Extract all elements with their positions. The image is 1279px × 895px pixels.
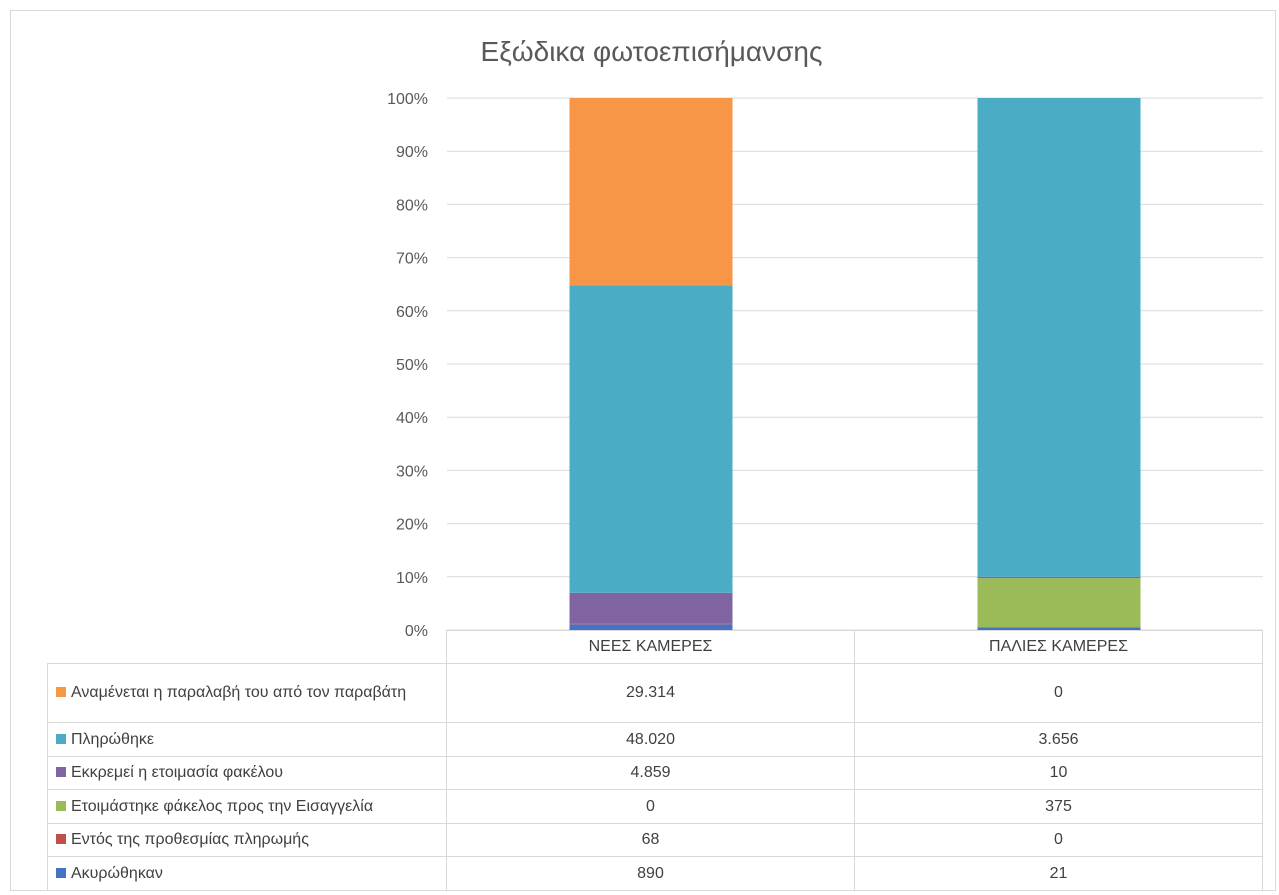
legend-swatch (56, 800, 66, 811)
data-value: 0 (854, 823, 1263, 857)
table-row: Πληρώθηκε 48.020 3.656 (47, 722, 1263, 757)
chart-plot: 0%10%20%30%40%50%60%70%80%90%100% (387, 91, 1263, 640)
bar-segment (569, 624, 733, 630)
legend-entry: Πληρώθηκε (47, 722, 447, 757)
legend-entry: Αναμένεται η παραλαβή του από τον παραβά… (47, 663, 447, 723)
data-value: 48.020 (446, 722, 855, 757)
bar-segment (569, 285, 733, 593)
series-name: Αναμένεται η παραλαβή του από τον παραβά… (71, 684, 407, 701)
bar-segment (977, 578, 1141, 628)
y-tick-label: 50% (396, 357, 428, 374)
data-table: ΝΕΕΣ ΚΑΜΕΡΕΣ ΠΑΛΙΕΣ ΚΑΜΕΡΕΣ Αναμένεται η π… (47, 630, 1263, 891)
table-row: Εκκρεμεί η ετοιμασία φακέλου 4.859 10 (47, 756, 1263, 790)
legend-swatch (56, 687, 66, 697)
data-value: 68 (446, 823, 855, 857)
data-value: 4.859 (446, 756, 855, 790)
y-tick-label: 10% (396, 570, 428, 587)
legend-entry: Εκκρεμεί η ετοιμασία φακέλου (47, 756, 447, 790)
bar-segment (569, 592, 733, 624)
y-tick-label: 80% (396, 197, 428, 214)
data-value: 3.656 (854, 722, 1263, 757)
legend-swatch (56, 733, 66, 744)
legend-swatch (56, 834, 66, 844)
data-value: 10 (854, 756, 1263, 790)
bar-segment (977, 576, 1141, 579)
legend-entry: Ακυρώθηκαν (47, 856, 447, 891)
data-value: 21 (854, 856, 1263, 891)
table-row: Εντός της προθεσμίας πληρωμής 68 0 (47, 823, 1263, 857)
category-label: ΠΑΛΙΕΣ ΚΑΜΕΡΕΣ (854, 630, 1263, 664)
series-name: Εντός της προθεσμίας πληρωμής (71, 831, 309, 848)
series-name: Ακυρώθηκαν (71, 864, 163, 882)
table-corner (47, 630, 447, 664)
series-name: Πληρώθηκε (71, 730, 154, 748)
legend-swatch (56, 767, 66, 777)
category-label: ΝΕΕΣ ΚΑΜΕΡΕΣ (446, 630, 855, 664)
table-row: Ετοιμάστηκε φάκελος προς την Εισαγγελία 0… (47, 789, 1263, 824)
chart-title: Εξώδικα φωτοεπισήμανσης (480, 36, 823, 67)
bar-segment (977, 98, 1141, 577)
data-value: 0 (854, 663, 1263, 723)
data-value: 375 (854, 789, 1263, 824)
data-value: 29.314 (446, 663, 855, 723)
data-value: 890 (446, 856, 855, 891)
legend-entry: Ετοιμάστηκε φάκελος προς την Εισαγγελία (47, 789, 447, 824)
series-name: Εκκρεμεί η ετοιμασία φακέλου (71, 764, 284, 781)
legend-swatch (56, 867, 66, 878)
y-tick-label: 90% (396, 144, 428, 161)
y-tick-label: 30% (396, 463, 428, 480)
table-row: Ακυρώθηκαν 890 21 (47, 856, 1263, 891)
y-tick-label: 100% (387, 91, 428, 108)
series-name: Ετοιμάστηκε φάκελος προς την Εισαγγελία (71, 797, 374, 815)
bar-segment (977, 627, 1141, 630)
bar-segment (569, 98, 733, 286)
table-row: Αναμένεται η παραλαβή του από τον παραβά… (47, 663, 1263, 723)
data-value: 0 (446, 789, 855, 824)
y-tick-label: 70% (396, 251, 428, 268)
y-tick-label: 60% (396, 304, 428, 321)
y-tick-label: 40% (396, 410, 428, 427)
legend-entry: Εντός της προθεσμίας πληρωμής (47, 823, 447, 857)
y-tick-label: 20% (396, 517, 428, 534)
